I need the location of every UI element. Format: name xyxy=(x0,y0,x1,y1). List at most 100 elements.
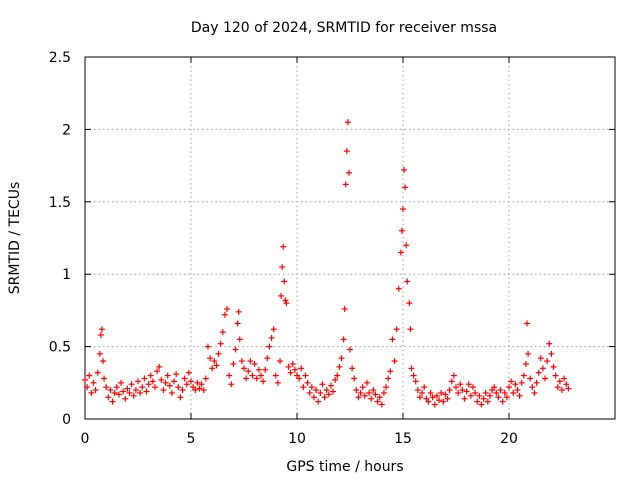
data-point xyxy=(285,363,292,370)
data-point xyxy=(391,358,398,365)
y-tick-label: 1.5 xyxy=(49,195,71,211)
data-point xyxy=(298,365,305,372)
data-point xyxy=(393,326,400,333)
data-point xyxy=(404,278,411,285)
data-point xyxy=(289,360,296,367)
data-point xyxy=(277,358,284,365)
data-point xyxy=(472,389,479,396)
data-point xyxy=(321,394,328,401)
data-point xyxy=(525,350,532,357)
data-point xyxy=(291,366,298,373)
data-point xyxy=(345,169,352,176)
data-point xyxy=(319,381,326,388)
data-point xyxy=(296,375,303,382)
data-point xyxy=(278,292,285,299)
data-point xyxy=(486,392,493,399)
data-point xyxy=(344,119,351,126)
data-point xyxy=(378,401,385,408)
data-point xyxy=(115,391,122,398)
data-point xyxy=(274,379,281,386)
data-point xyxy=(243,375,250,382)
data-point xyxy=(88,389,95,396)
data-point xyxy=(181,375,188,382)
data-point xyxy=(315,398,322,405)
data-point xyxy=(410,372,417,379)
data-point xyxy=(306,389,313,396)
data-point xyxy=(520,372,527,379)
data-point xyxy=(429,394,436,401)
data-point xyxy=(522,360,529,367)
data-point xyxy=(546,340,553,347)
data-point xyxy=(198,381,205,388)
data-point xyxy=(126,389,133,396)
data-point xyxy=(130,392,137,399)
y-tick-labels: 0 0.5 1 1.5 2 2.5 xyxy=(49,50,71,428)
data-point xyxy=(257,372,264,379)
data-point xyxy=(459,387,466,394)
data-point xyxy=(221,311,228,318)
data-point xyxy=(310,394,317,401)
data-point xyxy=(105,394,112,401)
data-point xyxy=(234,320,241,327)
data-point xyxy=(124,385,131,392)
axis-ticks xyxy=(84,56,615,420)
data-point xyxy=(406,300,413,307)
data-point xyxy=(533,379,540,386)
data-point xyxy=(421,384,428,391)
data-point xyxy=(168,389,175,396)
data-point xyxy=(300,384,307,391)
chart-title: Day 120 of 2024, SRMTID for receiver mss… xyxy=(191,20,497,36)
data-point xyxy=(357,389,364,396)
data-point xyxy=(556,378,563,385)
data-point xyxy=(135,378,141,385)
data-point xyxy=(361,392,368,399)
data-point xyxy=(268,334,275,341)
data-point xyxy=(499,398,506,405)
data-point xyxy=(403,242,410,249)
data-point xyxy=(512,381,519,388)
data-point xyxy=(436,397,443,404)
data-point xyxy=(96,350,103,357)
x-tick-label: 20 xyxy=(500,431,518,447)
data-point xyxy=(143,388,150,395)
data-point xyxy=(232,346,239,353)
data-point xyxy=(90,379,97,386)
data-point xyxy=(235,308,242,315)
data-point xyxy=(524,320,531,327)
data-point xyxy=(535,369,542,376)
data-point xyxy=(94,369,101,376)
data-point xyxy=(383,384,390,391)
data-point xyxy=(238,358,245,365)
y-tick-label: 1 xyxy=(62,267,71,283)
data-point xyxy=(266,343,273,350)
data-point xyxy=(349,365,356,372)
data-point xyxy=(495,394,502,401)
data-point xyxy=(376,394,383,401)
data-point xyxy=(476,392,483,399)
x-tick-label: 15 xyxy=(394,431,412,447)
data-point xyxy=(158,376,165,383)
data-point xyxy=(280,243,287,250)
data-point xyxy=(160,387,167,394)
data-point xyxy=(503,394,510,401)
data-point xyxy=(340,336,347,343)
data-point xyxy=(107,387,114,394)
data-point xyxy=(491,384,498,391)
data-point xyxy=(370,387,377,394)
data-point xyxy=(453,384,459,391)
data-point xyxy=(474,398,481,405)
data-point xyxy=(183,381,190,388)
data-point xyxy=(389,336,396,343)
data-point xyxy=(247,358,254,365)
data-point xyxy=(450,372,457,379)
data-point xyxy=(465,381,472,388)
data-point xyxy=(128,381,135,388)
data-point xyxy=(550,363,557,370)
data-point xyxy=(529,384,536,391)
data-point xyxy=(111,389,118,396)
data-point xyxy=(419,389,426,396)
data-point xyxy=(351,375,358,382)
data-point xyxy=(147,372,154,379)
data-point xyxy=(508,378,515,385)
data-point xyxy=(334,372,341,379)
